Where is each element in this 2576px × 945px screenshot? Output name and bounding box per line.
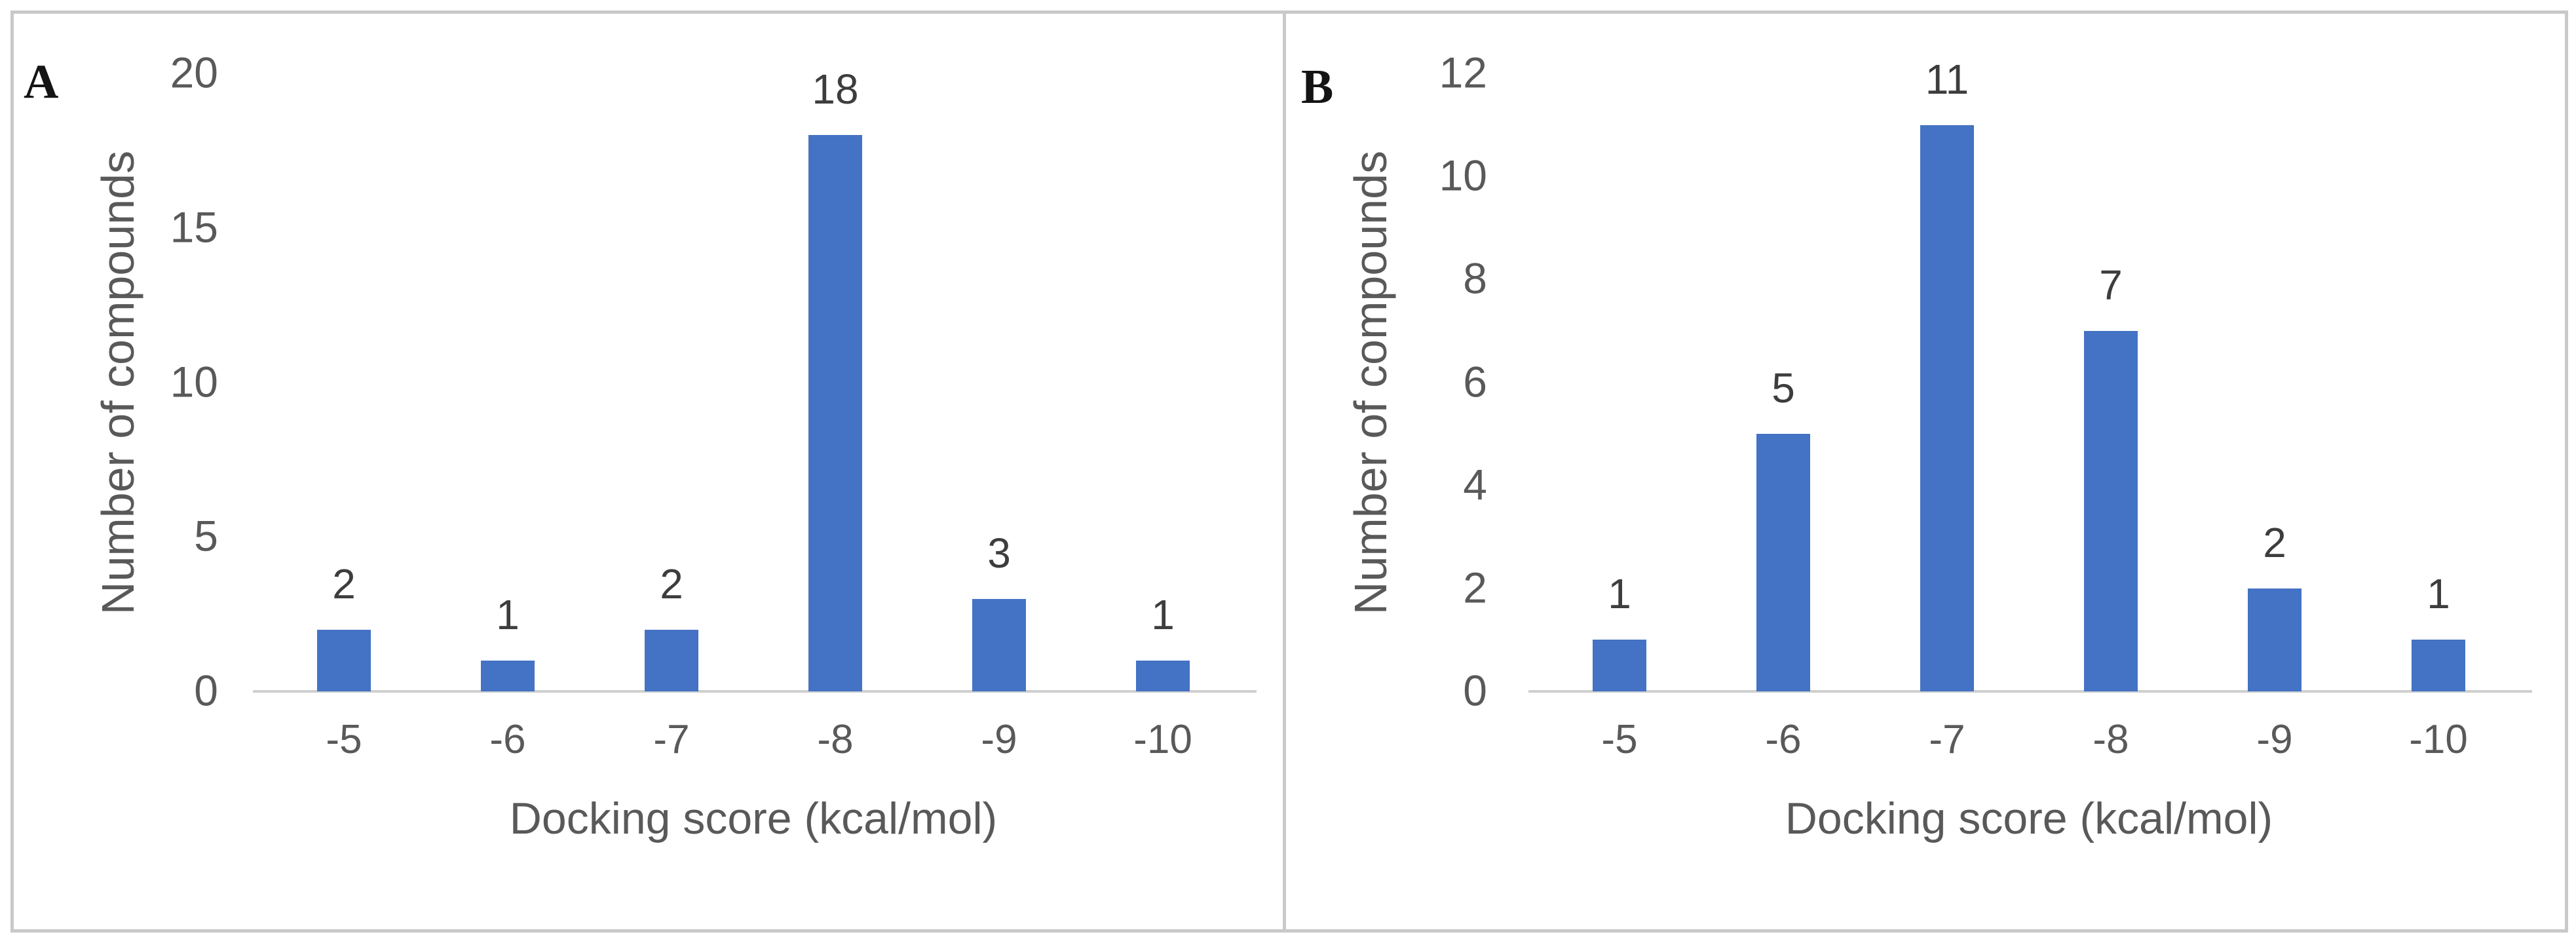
bar [481,660,535,691]
y-tick-label: 8 [1463,254,1487,303]
bar-value-label: 1 [2427,570,2450,618]
x-axis-title-b: Docking score (kcal/mol) [1785,794,2273,843]
bar-value-label: 1 [496,590,520,638]
x-axis-ticks-b: -5 -6 -7 -8 -9 -10 [1538,720,2520,772]
y-tick-label: 15 [170,202,218,252]
bar-value-label: 3 [987,529,1011,577]
y-tick-label: 4 [1463,460,1487,509]
bar-value-label: 11 [1925,55,1969,103]
bar-group: 1 [1081,73,1245,691]
x-tick-label: -10 [2409,717,2468,762]
bar-value-label: 1 [1608,570,1631,618]
x-axis-line-b [1528,690,2532,693]
bar [645,629,698,691]
bar [317,629,371,691]
bar-group: 2 [590,73,753,691]
y-tick-label: 0 [194,666,218,715]
y-tick-label: 10 [1439,151,1487,200]
y-tick-label: 2 [1463,563,1487,612]
x-tick-label: -7 [1929,717,1965,762]
y-axis-title-a: Number of compounds [90,73,145,691]
x-tick-label: -10 [1133,717,1192,762]
bar [1136,660,1190,691]
x-tick-label: -8 [2093,717,2129,762]
bar-value-label: 18 [812,66,859,113]
bar-group: 5 [1701,73,1865,691]
y-tick-label: 0 [1463,666,1487,715]
bar-value-label: 7 [2099,261,2123,309]
bar-group: 11 [1865,58,2029,691]
bar [972,598,1026,691]
bar-group: 18 [753,68,917,691]
y-axis-ticks-a: 0 5 10 15 20 [149,51,218,712]
bar-group: 3 [917,73,1081,691]
bar-value-label: 1 [1151,590,1175,638]
figure-border [10,10,2568,933]
bar-group: 1 [2357,73,2520,691]
x-tick-label: -9 [981,717,1017,762]
y-tick-label: 12 [1439,48,1487,97]
x-tick-label: -5 [1601,717,1638,762]
x-tick-label: -6 [1765,717,1802,762]
bar-value-label: 2 [2263,518,2286,566]
bar [2248,588,2301,691]
plot-area-a: 2 1 2 18 3 1 [253,68,1257,693]
y-axis-title-text: Number of compounds [1345,150,1397,615]
x-axis-line-a [253,690,1257,693]
bar [808,135,862,691]
y-axis-title-b: Number of compounds [1343,73,1398,691]
bar-value-label: 2 [660,560,683,608]
x-tick-label: -6 [489,717,526,762]
bar [1593,640,1646,691]
y-axis-title-text: Number of compounds [92,150,144,615]
bar-group: 2 [2193,73,2357,691]
bar-value-label: 5 [1771,364,1795,412]
bar-group: 2 [262,73,426,691]
x-tick-label: -8 [817,717,854,762]
bar-group: 1 [426,73,590,691]
panel-divider [1283,10,1286,933]
x-tick-label: -5 [326,717,362,762]
bar [2412,640,2465,691]
panel-label-a: A [24,55,59,109]
y-tick-label: 10 [170,357,218,406]
bar [2084,330,2138,691]
plot-area-b: 1 5 11 7 2 1 [1528,58,2532,693]
panel-label-b: B [1301,60,1334,114]
bar-group: 7 [2029,73,2193,691]
x-axis-title-a: Docking score (kcal/mol) [509,794,998,843]
bar-value-label: 2 [332,560,356,608]
y-axis-ticks-b: 0 2 4 6 8 10 12 [1418,51,1487,712]
y-tick-label: 20 [170,48,218,97]
bar-group: 1 [1538,73,1701,691]
y-tick-label: 6 [1463,357,1487,406]
x-tick-label: -7 [653,717,690,762]
bar [1920,125,1974,691]
bar [1756,434,1810,691]
x-axis-ticks-a: -5 -6 -7 -8 -9 -10 [262,720,1245,772]
y-tick-label: 5 [194,511,218,560]
x-tick-label: -9 [2256,717,2293,762]
